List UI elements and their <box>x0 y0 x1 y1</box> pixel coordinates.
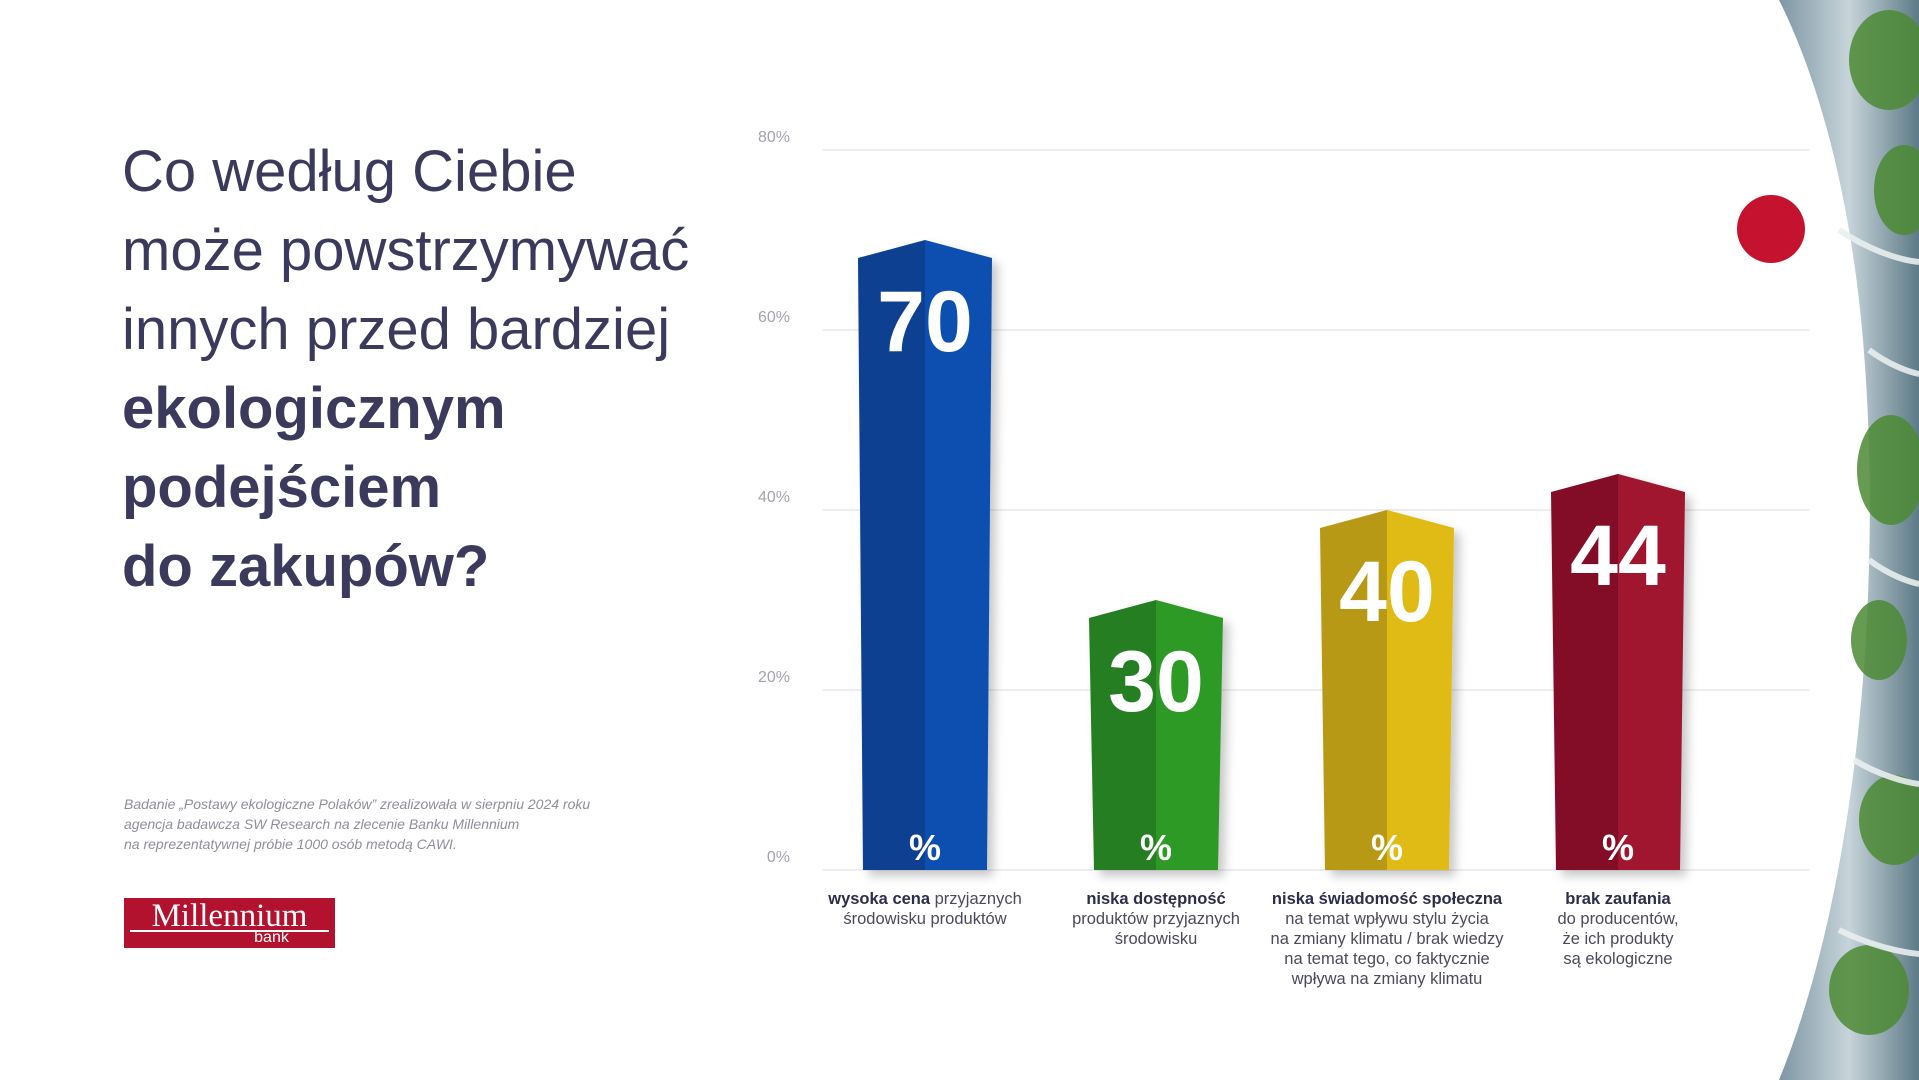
bar-face-right <box>1618 474 1685 870</box>
bar-value-label: 44 <box>1570 508 1666 604</box>
title-line-bold: do zakupów? <box>122 534 490 599</box>
category-label-line: że ich produkty <box>1562 930 1674 948</box>
category-label: wysoka cena przyjaznych środowisku produk… <box>828 890 1022 928</box>
y-tick-label: 0% <box>767 849 790 866</box>
bar <box>1551 474 1685 870</box>
bar-unit-label: % <box>909 827 941 868</box>
category-label-line: do producentów, <box>1557 910 1679 928</box>
millennium-bank-logo: Millennium bank <box>124 898 335 948</box>
note-line: na reprezentatywnej próbie 1000 osób met… <box>124 836 457 852</box>
title-line: może powstrzymywać <box>122 218 690 283</box>
title-line: innych przed bardziej <box>122 297 671 362</box>
bar-unit-label: % <box>1140 827 1172 868</box>
bar-face-left <box>1320 510 1387 870</box>
bar-face-left <box>858 240 925 870</box>
category-label-line: na zmiany klimatu / brak wiedzy <box>1270 930 1504 948</box>
bar-face-right <box>1387 510 1454 870</box>
note-line: Badanie „Postawy ekologiczne Polaków” zr… <box>124 796 591 812</box>
category-label-line: na temat tego, co faktycznie <box>1284 950 1490 968</box>
note-line: agencja badawcza SW Research na zlecenie… <box>124 816 520 832</box>
accent-dot <box>1737 195 1805 263</box>
category-label-line: środowisku produktów <box>843 910 1007 928</box>
bar-value-label: 40 <box>1339 544 1435 640</box>
bar-face-left <box>1089 600 1156 870</box>
category-label-line: wpływa na zmiany klimatu <box>1291 970 1483 988</box>
category-label-line: produktów przyjaznych <box>1072 910 1240 928</box>
category-label-bold: wysoka cena <box>828 890 931 908</box>
category-label-line: są ekologiczne <box>1563 950 1673 968</box>
bar-face-right <box>1156 600 1223 870</box>
category-label: niska dostępność produktów przyjaznych śro… <box>1026 889 1286 949</box>
y-tick-label: 60% <box>758 309 790 326</box>
logo-name: Millennium <box>124 898 335 934</box>
y-tick-label: 80% <box>758 129 790 146</box>
logo-sub: bank <box>254 929 289 946</box>
bar-value-label: 30 <box>1108 634 1204 730</box>
eco-building-photo <box>1719 0 1919 1080</box>
survey-note: Badanie „Postawy ekologiczne Polaków” zr… <box>124 794 644 854</box>
page-title: Co według Ciebie może powstrzymywać inny… <box>122 132 742 606</box>
bar-face-right <box>925 240 992 870</box>
category-label-line: środowisku <box>1114 930 1198 948</box>
bar-unit-label: % <box>1371 827 1403 868</box>
bar <box>1089 600 1223 870</box>
y-tick-label: 40% <box>758 489 790 506</box>
category-label-line: na temat wpływu stylu życia <box>1285 910 1489 928</box>
bar-face-left <box>1551 474 1618 870</box>
bar <box>858 240 992 870</box>
category-label-bold: brak zaufania <box>1565 890 1671 908</box>
bar <box>1320 510 1454 870</box>
category-label-bold: niska świadomość społeczna <box>1271 890 1503 908</box>
category-label-bold: niska dostępność <box>1086 890 1226 908</box>
bar-value-label: 70 <box>877 274 973 370</box>
bar-chart: 0% 20% 40% 60% 80% 70% 30% 40% 44% <box>758 129 1810 871</box>
title-line: Co według Ciebie <box>122 139 577 204</box>
category-label: brak zaufania do producentów, że ich produ… <box>1488 889 1748 969</box>
y-tick-label: 20% <box>758 669 790 686</box>
category-label: niska świadomość społeczna na temat wpływ… <box>1257 889 1517 989</box>
title-line-bold: podejściem <box>122 455 442 520</box>
bar-unit-label: % <box>1602 827 1634 868</box>
title-line-bold: ekologicznym <box>122 376 506 441</box>
